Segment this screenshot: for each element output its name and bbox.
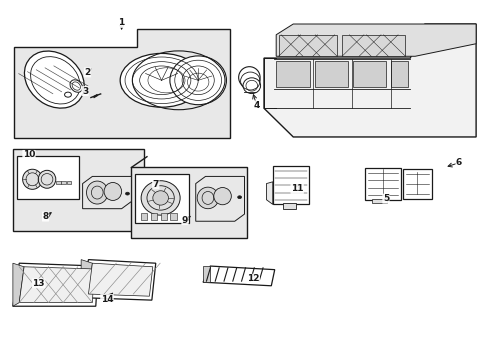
Bar: [141, 213, 147, 220]
Bar: [390, 60, 407, 87]
Text: 11: 11: [290, 184, 303, 193]
Polygon shape: [264, 24, 475, 137]
Bar: [170, 213, 176, 220]
Bar: [17, 156, 79, 199]
Ellipse shape: [38, 170, 56, 188]
Polygon shape: [81, 260, 156, 300]
Ellipse shape: [22, 169, 42, 189]
Polygon shape: [203, 266, 274, 286]
Bar: [13, 149, 143, 231]
Ellipse shape: [104, 183, 122, 201]
Ellipse shape: [86, 181, 108, 204]
Text: 10: 10: [23, 150, 35, 159]
Ellipse shape: [141, 181, 180, 215]
Ellipse shape: [238, 67, 260, 88]
Text: 5: 5: [382, 194, 388, 203]
Text: 13: 13: [32, 279, 45, 288]
Ellipse shape: [169, 56, 226, 105]
Polygon shape: [203, 266, 210, 282]
Polygon shape: [131, 167, 246, 238]
Bar: [61, 181, 65, 184]
Polygon shape: [88, 263, 153, 296]
Bar: [56, 181, 61, 184]
Bar: [371, 199, 386, 203]
Text: 14: 14: [101, 294, 113, 303]
Polygon shape: [14, 30, 229, 138]
Ellipse shape: [120, 53, 203, 107]
Bar: [151, 213, 157, 220]
Ellipse shape: [70, 80, 82, 92]
Ellipse shape: [125, 192, 129, 195]
Ellipse shape: [243, 78, 260, 94]
Polygon shape: [195, 176, 244, 221]
Bar: [403, 169, 431, 199]
Polygon shape: [81, 260, 92, 298]
Text: 7: 7: [152, 180, 159, 189]
Ellipse shape: [64, 92, 71, 97]
Text: 6: 6: [455, 158, 461, 167]
Text: 8: 8: [42, 212, 49, 221]
Ellipse shape: [237, 196, 241, 199]
Bar: [276, 60, 310, 87]
Text: 4: 4: [253, 101, 259, 110]
Text: 1: 1: [118, 18, 124, 27]
Bar: [160, 213, 166, 220]
Bar: [66, 181, 71, 184]
Bar: [135, 174, 189, 223]
Bar: [315, 60, 347, 87]
Bar: [365, 168, 400, 200]
Bar: [352, 60, 386, 87]
Ellipse shape: [213, 188, 231, 205]
Polygon shape: [13, 263, 98, 306]
Bar: [278, 35, 336, 56]
Ellipse shape: [24, 51, 84, 108]
Polygon shape: [19, 267, 94, 303]
Polygon shape: [266, 182, 272, 204]
Text: 12: 12: [246, 274, 259, 283]
Polygon shape: [82, 176, 131, 209]
Text: 9: 9: [182, 216, 188, 225]
Ellipse shape: [153, 191, 168, 205]
Bar: [272, 166, 309, 204]
Text: 3: 3: [82, 86, 88, 95]
Text: 2: 2: [84, 68, 90, 77]
Ellipse shape: [197, 187, 218, 209]
Polygon shape: [13, 263, 24, 306]
Polygon shape: [276, 24, 475, 56]
Bar: [282, 203, 296, 209]
Bar: [341, 35, 405, 56]
